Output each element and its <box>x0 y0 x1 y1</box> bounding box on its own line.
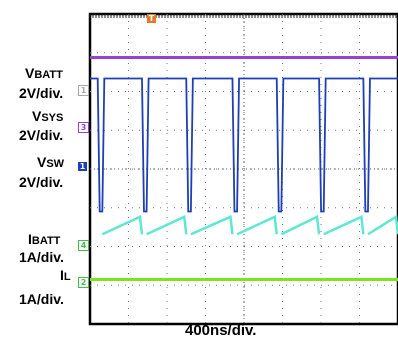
label-il-sub: L <box>63 271 71 283</box>
label-vsys-sub: SYS <box>41 112 64 124</box>
label-vbatt-main: V <box>25 65 35 81</box>
scale-ibatt: 1A/div. <box>19 249 64 265</box>
label-il: IL <box>60 268 71 285</box>
label-vbatt-sub: BATT <box>34 69 63 81</box>
label-vsw-sub: SW <box>46 158 65 170</box>
time-scale-label: 400ns/div. <box>185 322 257 339</box>
label-vsw-main: V <box>37 154 47 170</box>
scale-vsw: 2V/div. <box>19 174 64 190</box>
label-vsys-main: V <box>32 108 42 124</box>
scale-vbatt: 2V/div. <box>19 85 64 101</box>
channel-marker-vsys: 3 <box>78 122 89 133</box>
channel-marker-vbatt: 1 <box>78 85 89 96</box>
label-ibatt-sub: BATT <box>31 235 61 247</box>
label-ibatt: IBATT <box>28 232 60 249</box>
label-il-main: I <box>60 267 64 283</box>
label-vbatt: VBATT <box>25 66 63 83</box>
channel-marker-ibatt: 4 <box>78 240 89 251</box>
trace-vsw <box>101 214 398 236</box>
channel-marker-vsw: 1 <box>78 162 87 171</box>
scale-vsys: 2V/div. <box>19 127 64 143</box>
trace-vsys <box>90 77 398 213</box>
trigger-marker: T <box>147 14 156 23</box>
label-ibatt-main: I <box>28 231 32 247</box>
label-vsw: VSW <box>37 155 64 172</box>
label-vsys: VSYS <box>32 109 63 126</box>
scale-il: 1A/div. <box>19 291 64 307</box>
channel-marker-il: 2 <box>78 277 89 288</box>
